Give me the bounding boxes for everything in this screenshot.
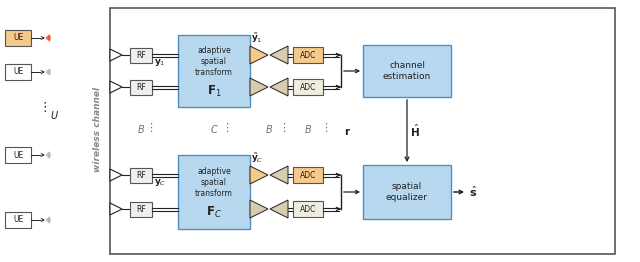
Text: $B$: $B$ [265,123,273,135]
Text: UE: UE [13,34,23,42]
Bar [5,64,31,80]
Text: $\hat{\mathbf{s}}$: $\hat{\mathbf{s}}$ [469,185,477,199]
Text: $\vdots$: $\vdots$ [278,122,286,134]
Text: RF: RF [136,171,146,179]
Bar [130,79,152,95]
Bar [363,45,451,97]
Polygon shape [270,166,288,184]
Text: $B$: $B$ [137,123,145,135]
Polygon shape [110,81,122,93]
Text: $\mathbf{r}$: $\mathbf{r}$ [344,126,351,137]
Bar [110,8,615,254]
Text: $C$: $C$ [210,123,218,135]
Text: $B$: $B$ [304,123,312,135]
Text: RF: RF [136,83,146,91]
Text: spatial
equalizer: spatial equalizer [386,182,428,202]
Text: ADC: ADC [300,83,316,91]
Bar [5,30,31,46]
Polygon shape [250,166,268,184]
Text: adaptive
spatial
transform: adaptive spatial transform [195,46,233,77]
Polygon shape [110,49,122,61]
Text: $\mathbf{F}_1$: $\mathbf{F}_1$ [207,84,221,99]
Text: wireless channel: wireless channel [93,86,102,172]
Text: $\vdots$: $\vdots$ [320,122,328,134]
Text: $\vdots$: $\vdots$ [221,122,229,134]
Bar [5,212,31,228]
Text: ADC: ADC [300,51,316,59]
Text: $\mathbf{y}_1$: $\mathbf{y}_1$ [154,57,166,68]
Text: RF: RF [136,51,146,59]
Text: $\mathbf{F}_C$: $\mathbf{F}_C$ [206,205,222,220]
Bar [293,79,323,95]
Text: $\tilde{\mathbf{y}}_C$: $\tilde{\mathbf{y}}_C$ [251,151,264,165]
Bar [293,47,323,63]
Text: RF: RF [136,205,146,214]
Text: UE: UE [13,68,23,77]
Polygon shape [270,78,288,96]
Polygon shape [270,200,288,218]
Polygon shape [270,46,288,64]
Bar [130,47,152,63]
Text: $\hat{\mathbf{H}}$: $\hat{\mathbf{H}}$ [410,123,420,139]
Bar [293,201,323,217]
Text: channel
estimation: channel estimation [383,61,431,81]
Polygon shape [250,200,268,218]
Text: adaptive
spatial
transform: adaptive spatial transform [195,167,233,198]
Polygon shape [250,46,268,64]
Bar [293,167,323,183]
Text: $\mathbf{y}_C$: $\mathbf{y}_C$ [154,177,166,188]
Bar [5,147,31,163]
Text: $\vdots$: $\vdots$ [38,100,47,114]
Polygon shape [110,203,122,215]
Text: UE: UE [13,216,23,225]
Text: $U$: $U$ [50,109,59,121]
Bar [130,201,152,216]
Bar [178,35,250,107]
Polygon shape [110,169,122,181]
Text: $\tilde{\mathbf{y}}_1$: $\tilde{\mathbf{y}}_1$ [251,31,262,45]
Bar [363,165,451,219]
Bar [178,155,250,229]
Text: ADC: ADC [300,205,316,214]
Text: UE: UE [13,150,23,160]
Text: ADC: ADC [300,171,316,179]
Polygon shape [250,78,268,96]
Text: $\vdots$: $\vdots$ [145,122,153,134]
Bar [130,167,152,183]
